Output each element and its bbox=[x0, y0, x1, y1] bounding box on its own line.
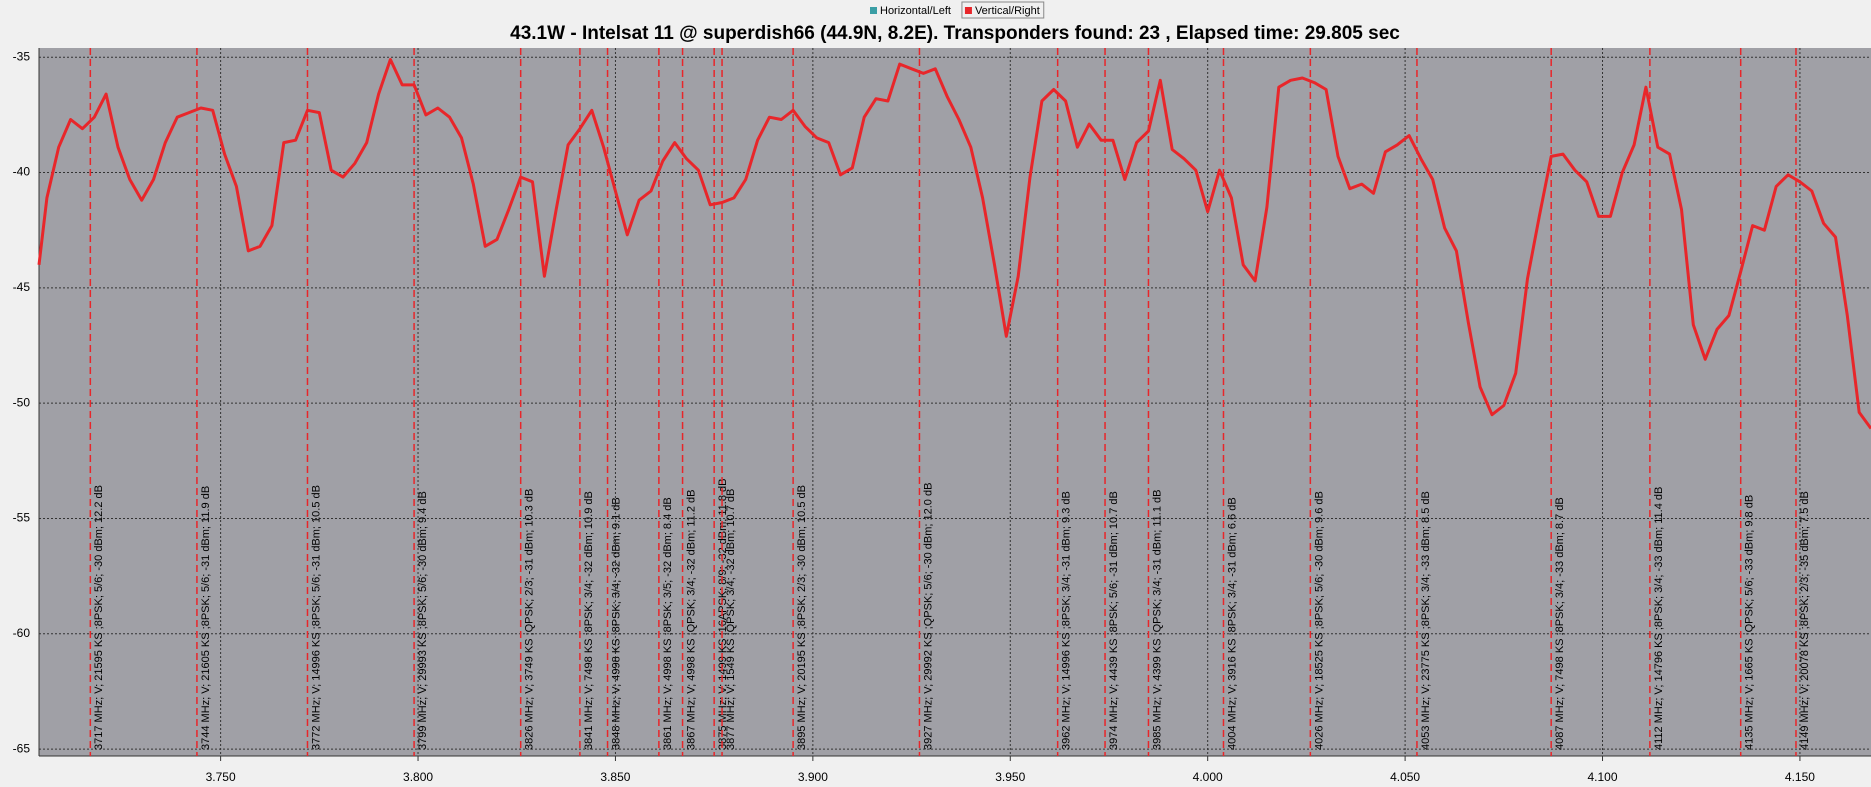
legend: Horizontal/Left Vertical/Right bbox=[870, 1, 1045, 19]
y-tick-label: -35 bbox=[13, 49, 31, 63]
plot-area bbox=[39, 48, 1871, 756]
y-tick-label: -55 bbox=[13, 511, 31, 525]
transponder-label: 3962 MHz; V; 14996 KS ;8PSK; 3/4; -31 dB… bbox=[1061, 491, 1073, 750]
transponder-label: 3867 MHz; V; 4998 KS ;QPSK; 3/4; -32 dBm… bbox=[685, 490, 697, 750]
x-tick-label: 4.100 bbox=[1588, 770, 1618, 784]
transponder-label: 3875 MHz; V; 1499 KS ;16APSK; 8/9; -32 d… bbox=[717, 479, 729, 751]
transponder-label: 3772 MHz; V; 14996 KS ;8PSK; 5/6; -31 dB… bbox=[310, 485, 322, 750]
transponder-label: 3877 MHz; V; 1549 KS ;QPSK; 3/4; -32 dBm… bbox=[725, 489, 737, 750]
transponder-label: 4053 MHz; V; 23775 KS ;8PSK; 3/4; -33 dB… bbox=[1420, 491, 1432, 750]
transponder-label: 3927 MHz; V; 29992 KS ;QPSK; 5/6; -30 dB… bbox=[922, 483, 934, 750]
transponder-label: 3861 MHz; V; 4998 KS ;8PSK; 3/5; -32 dBm… bbox=[662, 497, 674, 750]
transponder-label: 3744 MHz; V; 21605 KS ;8PSK; 5/6; -31 dB… bbox=[200, 486, 212, 750]
transponder-label: 4112 MHz; V; 14796 KS ;8PSK; 3/4; -33 dB… bbox=[1653, 487, 1665, 750]
y-tick-label: -50 bbox=[13, 395, 31, 409]
series-line bbox=[37, 58, 1871, 430]
transponder-label: 3841 MHz; V; 7498 KS ;8PSK; 3/4; -32 dBm… bbox=[583, 491, 595, 750]
legend-swatch bbox=[870, 7, 877, 14]
y-tick-label: -40 bbox=[13, 165, 31, 179]
legend-item: Vertical/Right bbox=[961, 1, 1045, 19]
transponder-label: 3974 MHz; V; 4439 KS ;8PSK; 5/6; -31 dBm… bbox=[1108, 491, 1120, 750]
transponder-label: 4135 MHz; V; 1665 KS ;QPSK; 5/6; -33 dBm… bbox=[1744, 495, 1756, 750]
x-tick-label: 3.800 bbox=[403, 770, 433, 784]
transponder-label: 4004 MHz; V; 3916 KS ;8PSK; 3/4; -31 dBm… bbox=[1226, 497, 1238, 750]
transponder-label: 4087 MHz; V; 7498 KS ;8PSK; 3/4; -33 dBm… bbox=[1554, 497, 1566, 750]
x-tick-label: 3.850 bbox=[600, 770, 630, 784]
legend-item: Horizontal/Left bbox=[870, 5, 951, 17]
legend-frame bbox=[961, 1, 1045, 19]
transponder-label: 3848 MHz; V; 4998 KS ;8PSK; 3/4; -32 dBm… bbox=[610, 497, 622, 750]
transponder-label: 3985 MHz; V; 4399 KS ;QPSK; 3/4; -31 dBm… bbox=[1151, 490, 1163, 750]
transponder-label: 3826 MHz; V; 3749 KS ;QPSK; 2/3; -31 dBm… bbox=[524, 489, 536, 750]
x-tick-label: 3.900 bbox=[798, 770, 828, 784]
y-tick-label: -60 bbox=[13, 626, 31, 640]
x-tick-label: 4.000 bbox=[1193, 770, 1223, 784]
legend-label: Horizontal/Left bbox=[880, 5, 951, 17]
x-tick-label: 4.150 bbox=[1785, 770, 1815, 784]
transponder-label: 3799 MHz; V; 29993 KS ;8PSK; 5/6; -30 dB… bbox=[417, 491, 429, 750]
x-tick-label: 3.750 bbox=[206, 770, 236, 784]
chart-title: 43.1W - Intelsat 11 @ superdish66 (44.9N… bbox=[510, 23, 1400, 44]
y-tick-label: -65 bbox=[13, 741, 31, 755]
y-tick-label: -45 bbox=[13, 280, 31, 294]
legend-swatch bbox=[964, 7, 972, 14]
transponder-label: 4026 MHz; V; 18525 KS ;8PSK; 5/6; -30 dB… bbox=[1313, 491, 1325, 750]
legend-label: Vertical/Right bbox=[975, 5, 1040, 17]
x-tick-label: 3.950 bbox=[995, 770, 1025, 784]
transponder-label: 4149 MHz; V; 20078 KS ;8PSK; 2/3; -35 dB… bbox=[1799, 491, 1811, 750]
transponder-label: 3717 MHz; V; 21595 KS ;8PSK; 5/6; -30 dB… bbox=[93, 485, 105, 750]
x-tick-label: 4.050 bbox=[1390, 770, 1420, 784]
transponder-label: 3895 MHz; V; 20195 KS ;8PSK; 2/3; -30 dB… bbox=[796, 485, 808, 750]
